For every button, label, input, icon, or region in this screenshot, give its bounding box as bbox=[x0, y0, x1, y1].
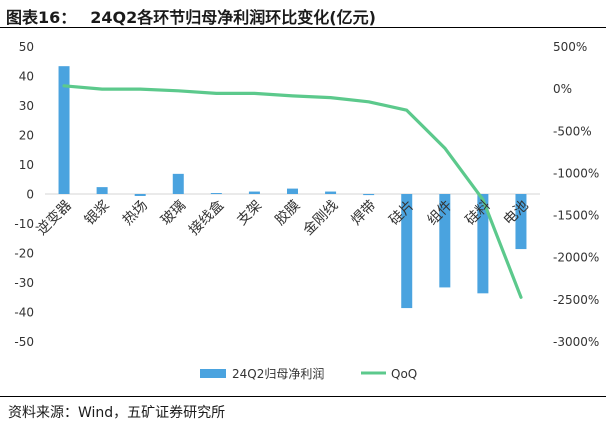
bar-支架 bbox=[248, 191, 260, 194]
bar-焊带 bbox=[363, 194, 375, 196]
left-axis-tick-label: -10 bbox=[14, 217, 34, 231]
category-label: 热场 bbox=[120, 198, 151, 229]
qoq-line bbox=[62, 84, 523, 299]
category-label: 支架 bbox=[234, 198, 265, 229]
category-label: 硅料 bbox=[463, 198, 494, 229]
figure-title-text: 24Q2各环节归母净利润环比变化(亿元) bbox=[90, 8, 376, 27]
left-axis-tick-label: -30 bbox=[14, 276, 34, 290]
category-label: 硅片 bbox=[386, 198, 417, 229]
right-axis-tick-label: -1500% bbox=[553, 209, 599, 223]
right-axis-tick-label: -500% bbox=[553, 124, 592, 138]
figure-title-prefix: 图表16： bbox=[6, 8, 77, 27]
right-axis-tick-label: -2000% bbox=[553, 251, 599, 265]
bar-胶膜 bbox=[287, 188, 298, 194]
title-rule bbox=[0, 27, 606, 28]
left-axis-tick-label: 10 bbox=[19, 158, 34, 172]
bar-逆变器 bbox=[58, 66, 70, 194]
bar-组件 bbox=[439, 194, 451, 288]
left-axis-tick-label: -40 bbox=[14, 306, 34, 320]
figure-title: 图表16： 24Q2各环节归母净利润环比变化(亿元) bbox=[6, 4, 376, 28]
category-label: 电池 bbox=[501, 198, 532, 229]
right-axis-tick-label: -3000% bbox=[553, 335, 599, 349]
right-axis-tick-label: 0% bbox=[553, 82, 572, 96]
bar-硅料 bbox=[477, 194, 489, 294]
category-label: 接线盒 bbox=[185, 197, 227, 239]
bar-玻璃 bbox=[172, 173, 184, 194]
bar-热场 bbox=[134, 194, 146, 196]
category-label: 玻璃 bbox=[157, 197, 189, 229]
bar-硅片 bbox=[401, 194, 413, 309]
category-label: 组件 bbox=[425, 198, 456, 229]
bar-银浆 bbox=[96, 187, 108, 194]
bar-电池 bbox=[515, 194, 527, 250]
left-axis-tick-label: 0 bbox=[26, 188, 34, 202]
right-axis-tick-label: 500% bbox=[553, 40, 587, 54]
left-axis-tick-label: 30 bbox=[19, 99, 34, 113]
left-axis-tick-label: 20 bbox=[19, 129, 34, 143]
left-axis-tick-label: -50 bbox=[14, 335, 34, 349]
legend-bar-label: 24Q2归母净利润 bbox=[232, 367, 324, 381]
category-label: 逆变器 bbox=[34, 198, 75, 239]
source-note: 资料来源：Wind，五矿证券研究所 bbox=[8, 405, 226, 421]
right-axis-tick-label: -1000% bbox=[553, 166, 599, 180]
category-label: 金刚线 bbox=[300, 198, 341, 239]
source-rule bbox=[0, 396, 606, 397]
left-axis-tick-label: 40 bbox=[19, 70, 34, 84]
left-axis-tick-label: 50 bbox=[19, 40, 34, 54]
right-axis-tick-label: -2500% bbox=[553, 293, 599, 307]
bar-金刚线 bbox=[325, 191, 337, 194]
legend-line-label: QoQ bbox=[391, 367, 417, 381]
category-label: 焊带 bbox=[348, 198, 379, 229]
bar-接线盒 bbox=[210, 193, 222, 195]
left-axis-tick-label: -20 bbox=[14, 247, 34, 261]
category-label: 银浆 bbox=[82, 198, 113, 229]
legend-bar-swatch bbox=[200, 369, 226, 378]
category-label: 胶膜 bbox=[272, 197, 304, 229]
